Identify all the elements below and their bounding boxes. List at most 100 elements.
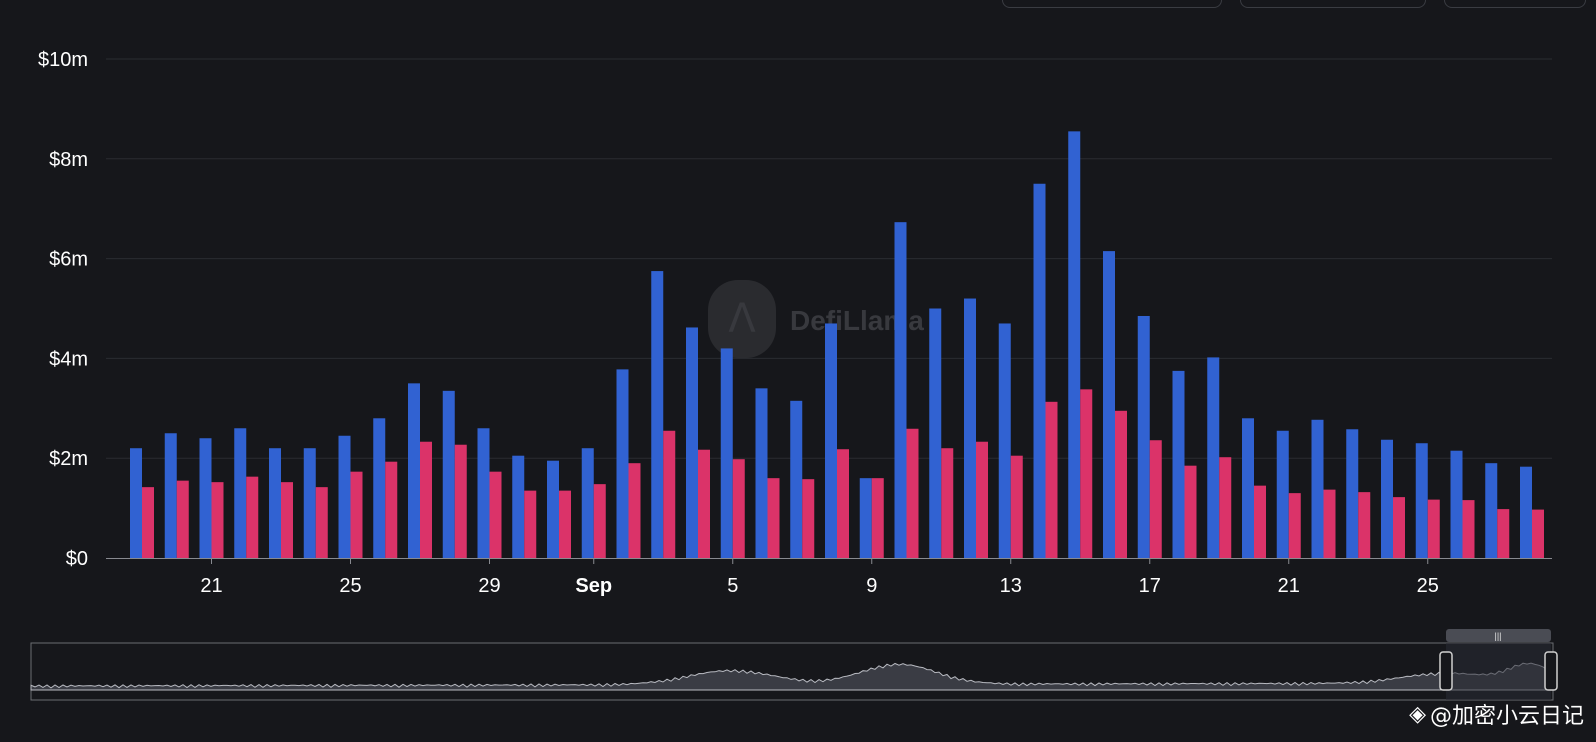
brush-overview-area	[30, 662, 1554, 691]
bar-pink-18	[767, 478, 780, 558]
social-watermark: ◈ @加密小云日记	[1409, 698, 1584, 730]
bar-blue-5	[303, 448, 316, 558]
bar-blue-9	[442, 390, 455, 558]
bar-blue-8	[408, 383, 420, 558]
bar-blue-36	[1381, 439, 1393, 558]
bar-blue-34	[1311, 419, 1324, 558]
bar-pink-39	[1497, 509, 1510, 558]
bar-blue-25	[998, 323, 1011, 558]
x-tick-label: 25	[339, 575, 361, 597]
bar-blue-13	[581, 448, 594, 558]
bar-pink-22	[906, 428, 919, 558]
brush-handle-right[interactable]	[1544, 651, 1558, 691]
y-tick-label: $8m	[49, 149, 88, 171]
bar-pink-15	[663, 430, 676, 558]
bar-pink-14	[628, 463, 641, 558]
x-tick-label: 17	[1139, 575, 1161, 597]
binance-logo-icon: ◈	[1409, 701, 1426, 727]
bar-pink-17	[732, 459, 745, 558]
range-brush[interactable]: |||	[30, 629, 1558, 701]
bar-pink-8	[420, 441, 432, 558]
bar-pink-35	[1358, 492, 1371, 558]
llama-logo-icon	[708, 280, 776, 358]
bar-blue-32	[1242, 418, 1254, 558]
bar-pink-12	[559, 490, 571, 558]
bar-pink-32	[1254, 485, 1266, 558]
x-tick-label: 5	[727, 575, 738, 597]
bar-blue-21	[859, 478, 872, 558]
bar-blue-23	[929, 308, 942, 558]
bar-pink-36	[1393, 497, 1405, 558]
bar-pink-3	[246, 476, 259, 558]
bar-pink-11	[524, 490, 537, 558]
bar-blue-37	[1415, 443, 1428, 558]
bar-blue-28	[1103, 251, 1115, 559]
brush-frame	[30, 642, 1554, 701]
bar-pink-20	[837, 449, 849, 558]
bar-blue-24	[964, 298, 976, 558]
bar-pink-29	[1149, 440, 1162, 558]
social-handle: @加密小云日记	[1429, 704, 1584, 729]
brush-drag-bar[interactable]	[1446, 629, 1551, 642]
bar-pink-6	[350, 471, 363, 558]
bar-pink-40	[1532, 509, 1544, 558]
bar-blue-18	[755, 388, 768, 558]
bar-blue-7	[373, 418, 386, 558]
bar-pink-33	[1288, 493, 1301, 558]
bar-blue-15	[651, 271, 664, 558]
bar-pink-1	[176, 480, 189, 558]
bar-pink-23	[941, 448, 954, 558]
bar-pink-5	[315, 487, 328, 558]
llama-glyph: ᐱ	[728, 296, 756, 342]
bar-blue-26	[1033, 183, 1046, 558]
bar-pink-0	[142, 487, 154, 558]
bar-pink-38	[1462, 500, 1475, 558]
bar-blue-16	[686, 327, 698, 558]
bar-pink-25	[1010, 455, 1023, 558]
bar-blue-29	[1137, 315, 1150, 558]
bar-pink-30	[1184, 465, 1197, 558]
bar-blue-3	[234, 428, 247, 558]
bar-blue-31	[1207, 357, 1220, 558]
brush-handle-left[interactable]	[1439, 651, 1453, 691]
bar-pink-34	[1323, 489, 1336, 558]
bar-blue-22	[894, 222, 907, 558]
bar-blue-20	[825, 323, 837, 558]
bar-blue-39	[1485, 463, 1498, 558]
bar-pink-13	[593, 484, 606, 558]
bar-pink-9	[454, 444, 467, 558]
x-tick-label: 13	[1000, 575, 1022, 597]
bar-pink-19	[802, 479, 815, 558]
x-tick-label: 25	[1417, 575, 1439, 597]
x-tick-label: 21	[200, 575, 222, 597]
y-tick-label: $6m	[49, 249, 88, 271]
y-tick-label: $0	[66, 548, 88, 570]
bar-pink-24	[976, 441, 988, 558]
bar-pink-16	[698, 449, 710, 558]
bar-blue-27	[1068, 131, 1081, 559]
bar-blue-10	[477, 428, 490, 558]
x-tick-label: 29	[478, 575, 500, 597]
y-tick-label: $2m	[49, 448, 88, 470]
bar-blue-14	[616, 369, 629, 558]
bar-pink-2	[211, 482, 224, 558]
bar-blue-19	[790, 400, 803, 558]
x-tick-label: Sep	[575, 575, 612, 597]
bar-pink-7	[385, 461, 398, 558]
bar-blue-17	[720, 348, 733, 558]
bars	[130, 131, 1544, 559]
bar-blue-6	[338, 435, 351, 558]
bar-pink-27	[1080, 389, 1093, 558]
grip-icon: |||	[1494, 631, 1501, 641]
bar-blue-4	[269, 448, 281, 558]
bar-pink-37	[1427, 499, 1440, 558]
bar-blue-33	[1276, 430, 1289, 558]
x-tick-label: 21	[1278, 575, 1300, 597]
y-axis: $0 $2m $4m $6m $8m $10m	[38, 49, 88, 570]
bar-pink-28	[1115, 410, 1127, 558]
x-tick-label: 9	[866, 575, 877, 597]
bar-blue-40	[1520, 466, 1532, 558]
defillama-watermark: ᐱ DefiLlama	[708, 280, 924, 358]
brush-selection[interactable]	[1446, 643, 1551, 700]
